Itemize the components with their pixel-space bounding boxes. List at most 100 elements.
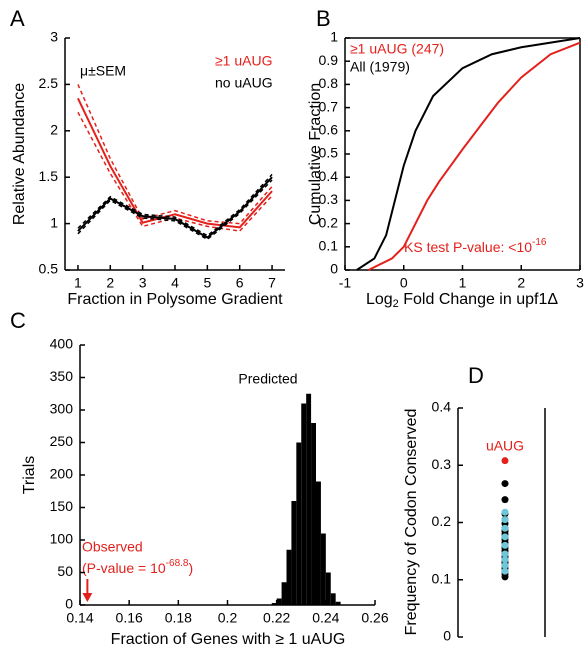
point bbox=[501, 516, 509, 524]
observed-arrowhead bbox=[82, 593, 93, 602]
observed-label: Observed bbox=[82, 539, 143, 555]
y-tick-label: 300 bbox=[50, 401, 74, 417]
point bbox=[501, 561, 509, 569]
x-tick-label: 3 bbox=[139, 275, 147, 291]
point bbox=[501, 541, 509, 549]
bar bbox=[286, 549, 292, 605]
bar bbox=[281, 582, 287, 605]
y-tick-label: 1.5 bbox=[39, 168, 59, 184]
y-tick-label: 200 bbox=[50, 466, 74, 482]
x-tick-label: 3 bbox=[576, 275, 584, 291]
y-tick-label: 350 bbox=[50, 368, 74, 384]
y-tick-label: 1 bbox=[330, 29, 338, 45]
pvalue-sup: -68.8 bbox=[166, 558, 189, 569]
y-tick-label: 50 bbox=[57, 563, 73, 579]
legend-label: ≥1 uAUG bbox=[215, 53, 272, 69]
panel-label: D bbox=[468, 363, 484, 388]
y-tick-label: 1 bbox=[50, 214, 58, 230]
y-tick-label: 0.4 bbox=[319, 168, 339, 184]
bar bbox=[276, 598, 282, 605]
bar bbox=[301, 403, 307, 605]
y-tick-label: 2.5 bbox=[39, 75, 59, 91]
sem-line bbox=[77, 179, 273, 241]
point bbox=[501, 508, 509, 516]
x-tick-label: 0.26 bbox=[361, 610, 388, 626]
annotation-sup: -16 bbox=[532, 237, 547, 248]
point bbox=[501, 480, 509, 488]
point bbox=[501, 567, 509, 575]
bar bbox=[271, 603, 277, 605]
annotation: KS test P-value: <10-16 bbox=[404, 237, 547, 255]
y-tick-label: 0.1 bbox=[319, 238, 339, 254]
y-tick-label: 0.3 bbox=[432, 456, 452, 472]
bar bbox=[320, 533, 326, 605]
point bbox=[501, 556, 509, 564]
y-tick-label: 0.2 bbox=[432, 513, 452, 529]
point bbox=[501, 457, 509, 465]
y-tick-label: 0 bbox=[443, 628, 451, 644]
y-axis-title: Cumulative Fraction bbox=[307, 83, 324, 225]
y-tick-label: 400 bbox=[50, 336, 74, 352]
x-tick-label: 4 bbox=[171, 275, 179, 291]
x-tick-label: 0.22 bbox=[263, 610, 290, 626]
x-tick-label: -1 bbox=[339, 275, 352, 291]
x-tick-label: 2 bbox=[106, 275, 114, 291]
series-line bbox=[77, 176, 273, 239]
y-tick-label: 100 bbox=[50, 531, 74, 547]
x-tick-label: 5 bbox=[203, 275, 211, 291]
pvalue-part: ) bbox=[188, 560, 193, 576]
x-title-part: Fold Change in upf1Δ bbox=[399, 291, 559, 308]
x-tick-label: 0.14 bbox=[66, 610, 93, 626]
x-axis-title: Fraction in Polysome Gradient bbox=[67, 291, 283, 308]
legend-label: ≥1 uAUG (247) bbox=[350, 41, 444, 57]
annotation: μ±SEM bbox=[80, 63, 126, 79]
bar bbox=[335, 601, 341, 605]
x-tick-label: 1 bbox=[74, 275, 82, 291]
x-tick-label: 0.2 bbox=[218, 610, 238, 626]
point bbox=[501, 550, 509, 558]
sem-line bbox=[77, 111, 273, 232]
x-tick-label: 0.24 bbox=[312, 610, 339, 626]
y-tick-label: 0.5 bbox=[39, 261, 59, 277]
point bbox=[501, 533, 509, 541]
x-tick-label: 0 bbox=[400, 275, 408, 291]
y-tick-label: 0.6 bbox=[319, 122, 339, 138]
annotation-part: KS test P-value: <10 bbox=[404, 239, 532, 255]
x-tick-label: 0.18 bbox=[165, 610, 192, 626]
legend-label: All (1979) bbox=[350, 59, 410, 75]
sem-line bbox=[77, 84, 273, 225]
y-tick-label: 0.9 bbox=[319, 52, 339, 68]
y-tick-label: 0 bbox=[65, 596, 73, 612]
panel-label: B bbox=[316, 6, 331, 31]
y-tick-label: 0.1 bbox=[432, 570, 452, 586]
bar bbox=[306, 393, 312, 605]
observed-pvalue: (P-value = 10-68.8) bbox=[82, 558, 193, 576]
bar bbox=[296, 442, 302, 605]
x-axis-title: Fraction of Genes with ≥ 1 uAUG bbox=[111, 631, 346, 648]
series-line bbox=[356, 37, 581, 271]
y-tick-label: 3 bbox=[50, 29, 58, 45]
y-tick-label: 0 bbox=[330, 261, 338, 277]
bar bbox=[330, 593, 336, 605]
series-line bbox=[368, 41, 581, 271]
bar bbox=[316, 481, 321, 605]
panel-label: A bbox=[10, 6, 25, 31]
x-tick-label: 7 bbox=[268, 275, 276, 291]
y-tick-label: 0.7 bbox=[319, 98, 339, 114]
x-tick-label: 1 bbox=[459, 275, 467, 291]
y-tick-label: 250 bbox=[50, 433, 74, 449]
y-tick-label: 2 bbox=[50, 122, 58, 138]
x-tick-label: 2 bbox=[517, 275, 525, 291]
x-tick-label: 6 bbox=[236, 275, 244, 291]
panel-label: C bbox=[10, 308, 26, 333]
y-tick-label: 0.3 bbox=[319, 191, 339, 207]
pvalue-part: (P-value = 10 bbox=[82, 560, 166, 576]
y-tick-label: 0.8 bbox=[319, 75, 339, 91]
y-tick-label: 0.4 bbox=[432, 399, 452, 415]
point bbox=[501, 496, 509, 504]
x-title-sub: 2 bbox=[393, 298, 399, 310]
legend-label: no uAUG bbox=[215, 75, 273, 91]
annotation: Predicted bbox=[238, 371, 297, 387]
y-tick-label: 150 bbox=[50, 498, 74, 514]
